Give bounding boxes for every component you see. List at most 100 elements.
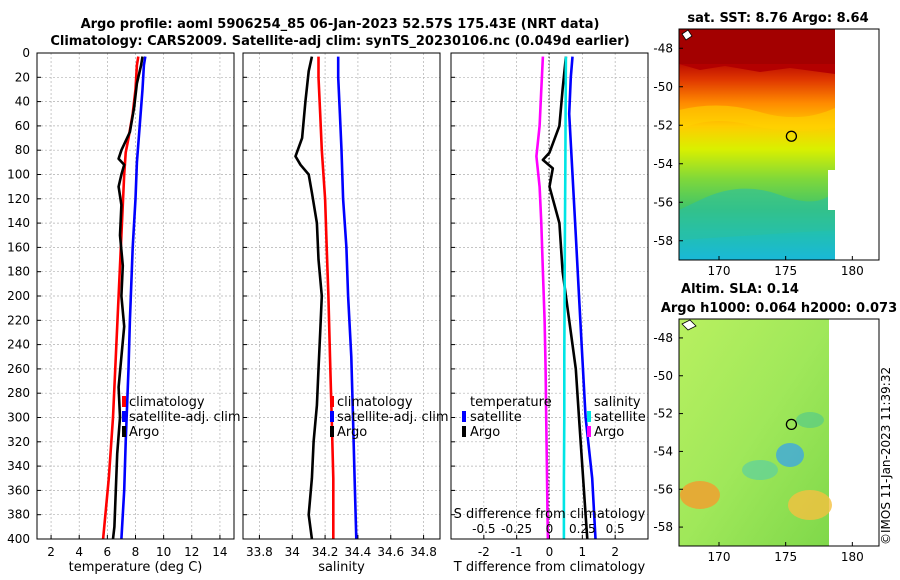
map-y-tick-label: -54	[653, 444, 673, 458]
map-y-tick-label: -54	[653, 157, 673, 171]
legend-s-satellite: satellite	[594, 410, 646, 425]
legend-s-argo: Argo	[594, 425, 624, 440]
salinity-series	[294, 56, 358, 540]
sst-front	[679, 64, 835, 74]
difference-panel: -2 -1 0 1 2 -0.5 -0.25 0 0.25 0.5 S difference f…	[450, 52, 649, 575]
temperature-grid	[37, 52, 234, 540]
sla-high-anomaly	[680, 481, 720, 509]
depth-tick-label: 120	[7, 192, 30, 206]
map-x-tick-label: 170	[708, 550, 731, 564]
salinity-frame	[242, 52, 441, 540]
x-tick-label: 4	[75, 545, 83, 559]
depth-tick-label: 180	[7, 265, 30, 279]
x-tick-label: 8	[132, 545, 140, 559]
sst-map-ticks: 170 175 180 -48 -50 -52 -54 -56 -58	[653, 41, 863, 278]
salinity-panel: 33.8 34 34.2 34.4 34.6 34.8 salinity climatol…	[242, 52, 449, 575]
temperature-panel: 2 4 6 8 10 12 14 temperature (deg C) climatolo…	[36, 52, 241, 575]
sla-map-frame	[678, 318, 880, 547]
x2-tick-label: 0	[546, 522, 554, 536]
x2-tick-label: -0.5	[472, 522, 495, 536]
imos-timestamp: ©IMOS 11-Jan-2023 11:39:32	[879, 367, 893, 545]
map-y-tick-label: -48	[653, 331, 673, 345]
x-tick-label: 0	[546, 545, 554, 559]
depth-tick-label: 400	[7, 532, 30, 546]
map-y-tick-label: -56	[653, 482, 673, 496]
sst-island	[681, 29, 693, 41]
map-y-tick-label: -58	[653, 520, 673, 534]
series-line-climatology	[317, 56, 335, 539]
x2-tick-label: 0.5	[606, 522, 625, 536]
depth-tick-label: 380	[7, 508, 30, 522]
argo-location-marker	[785, 130, 798, 142]
depth-tick-label: 240	[7, 338, 30, 352]
difference-series	[535, 56, 597, 540]
map-x-tick-label: 175	[774, 264, 797, 278]
temperature-frame	[36, 52, 235, 540]
legend-salinity-header: salinity	[594, 395, 641, 410]
x-tick-label: -1	[511, 545, 523, 559]
t-difference-label: T difference from climatology	[453, 560, 646, 575]
sla-map-subtitle: Argo h1000: 0.064 h2000: 0.073	[661, 301, 897, 316]
x2-tick-label: -0.25	[501, 522, 532, 536]
depth-tick-label: 140	[7, 216, 30, 230]
legend-swatch-climatology	[330, 396, 334, 407]
depth-axis: 0 20 40 60 80 100 120 140 160 180 200 220 240 260 280 3…	[7, 46, 30, 546]
temperature-legend: climatology satellite-adj. clim Argo	[122, 395, 241, 440]
legend-swatch-argo	[330, 426, 334, 437]
x-tick-label: 14	[212, 545, 227, 559]
sla-teal-anomaly-2	[796, 412, 824, 428]
map-y-tick-label: -52	[653, 407, 673, 421]
salinity-diff-xticks: -0.5 -0.25 0 0.25 0.5	[472, 522, 625, 536]
map-x-tick-label: 180	[841, 264, 864, 278]
sla-map-ticks: 170 175 180 -48 -50 -52 -54 -56 -58	[653, 331, 863, 564]
x-tick-label: 33.8	[246, 545, 273, 559]
legend-satellite-adj: satellite-adj. clim	[129, 410, 241, 425]
sst-nodata	[828, 170, 835, 210]
sla-map-title: Altim. SLA: 0.14	[681, 282, 799, 297]
series-line-salinity-satellite	[562, 56, 568, 539]
legend-swatch-satellite	[122, 411, 126, 422]
x-tick-label: 2	[611, 545, 619, 559]
legend-swatch-s-argo	[587, 426, 591, 437]
map-y-tick-label: -58	[653, 234, 673, 248]
salinity-legend: climatology satellite-adj. clim Argo	[330, 395, 449, 440]
temperature-xlabel: temperature (deg C)	[69, 560, 203, 575]
x-tick-label: 34.4	[345, 545, 372, 559]
series-line-temperature-argo	[541, 56, 589, 540]
legend-swatch-climatology	[122, 396, 126, 407]
legend-satellite-adj: satellite-adj. clim	[337, 410, 449, 425]
legend-swatch-t-argo	[462, 426, 466, 437]
difference-xticks: -2 -1 0 1 2	[478, 545, 619, 559]
depth-tick-label: 360	[7, 483, 30, 497]
sst-map-title: sat. SST: 8.76 Argo: 8.64	[687, 11, 868, 26]
x-tick-label: 34	[285, 545, 300, 559]
sla-teal-anomaly	[742, 460, 778, 480]
map-x-tick-label: 170	[708, 264, 731, 278]
sst-map: sat. SST: 8.76 Argo: 8.64 170 175 180 -48 -5…	[653, 11, 880, 278]
depth-tick-label: 40	[15, 95, 30, 109]
salinity-xticks: 33.8 34 34.2 34.4 34.6 34.8	[246, 545, 437, 559]
s-difference-label: S difference from climatology	[454, 507, 646, 522]
series-line-satellite-adj-clim	[120, 56, 147, 540]
sla-map: Altim. SLA: 0.14 Argo h1000: 0.064 h2000…	[653, 282, 897, 564]
depth-tick-label: 20	[15, 70, 30, 84]
difference-grid	[451, 52, 648, 540]
x-tick-label: 10	[156, 545, 171, 559]
series-line-argo	[111, 56, 144, 540]
legend-temperature-header: temperature	[470, 395, 552, 410]
map-x-tick-label: 180	[841, 550, 864, 564]
sst-yellow-band	[679, 105, 835, 131]
map-y-tick-label: -52	[653, 118, 673, 132]
depth-tick-label: 60	[15, 119, 30, 133]
argo-location-marker	[785, 418, 798, 431]
x-tick-label: 12	[184, 545, 199, 559]
series-line-satellite-adj-clim	[336, 56, 358, 540]
depth-tick-label: 280	[7, 386, 30, 400]
sla-low-anomaly	[776, 443, 804, 467]
series-line-temperature-satellite	[567, 56, 597, 540]
sst-warm-band	[679, 29, 835, 64]
legend-t-satellite: satellite	[470, 410, 522, 425]
legend-swatch-satellite	[330, 411, 334, 422]
sla-island	[681, 319, 697, 331]
legend-t-argo: Argo	[470, 425, 500, 440]
